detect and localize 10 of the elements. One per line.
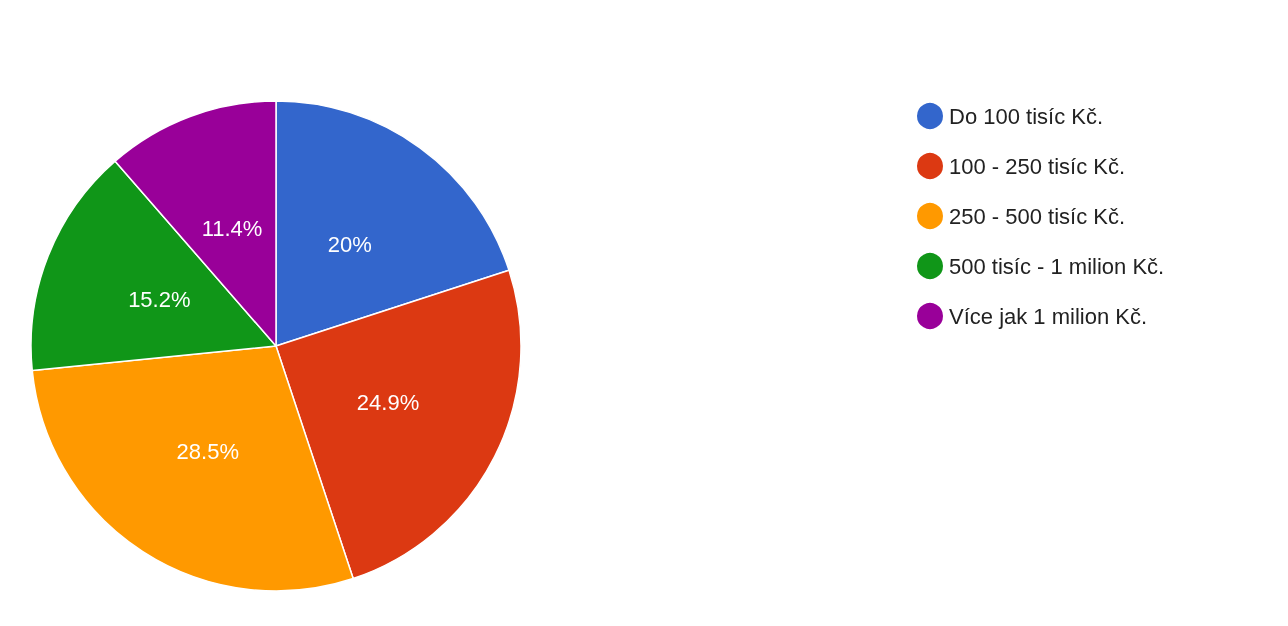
legend-label: Více jak 1 milion Kč. [949,303,1148,329]
data-label: 15.2% [128,287,191,313]
data-label: 20% [327,231,372,257]
legend-label: 500 tisíc - 1 milion Kč. [949,253,1165,279]
data-label: 24.9% [356,390,420,416]
data-label: 11.4% [201,215,263,241]
legend-label: 250 - 500 tisíc Kč. [949,203,1126,229]
legend-label: 100 - 250 tisíc Kč. [949,153,1126,179]
legend-label: Do 100 tisíc Kč. [949,103,1104,129]
data-label: 28.5% [176,438,239,464]
